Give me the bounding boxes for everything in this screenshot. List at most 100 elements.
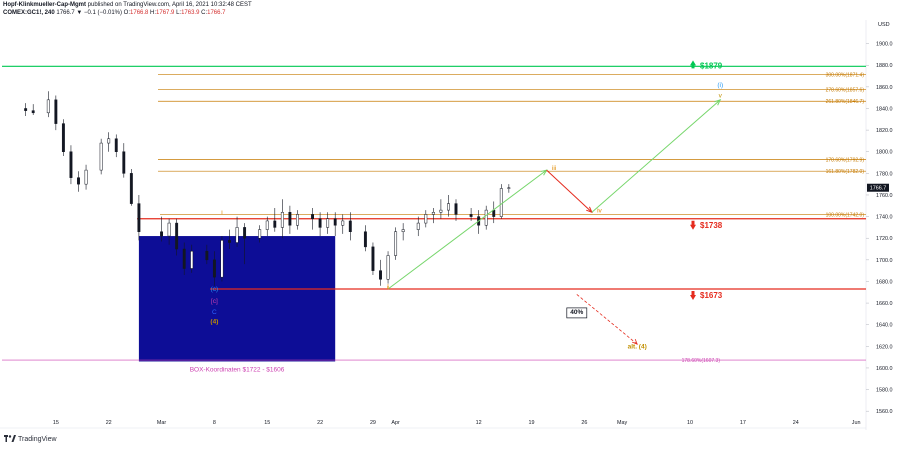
wave-label: v xyxy=(719,93,723,100)
y-tick-label: 1740.0 xyxy=(876,215,893,221)
candle-body xyxy=(280,212,284,228)
y-tick-label: 1700.0 xyxy=(876,258,893,264)
wave-label: ii xyxy=(387,284,390,291)
candle-body xyxy=(424,214,428,224)
x-tick-label: 19 xyxy=(529,420,535,426)
candle-body xyxy=(69,151,73,178)
x-tick-label: Mar xyxy=(157,420,166,426)
footer-brand[interactable]: TradingView xyxy=(4,435,57,444)
candle-body xyxy=(416,222,420,230)
candle-body xyxy=(311,214,315,220)
candle-body xyxy=(31,110,35,114)
wave-label: (c) xyxy=(211,286,219,293)
candle-body xyxy=(84,169,88,185)
up-arrow-icon xyxy=(690,60,696,69)
tradingview-logo-icon xyxy=(4,435,16,444)
y-tick-label: 1600.0 xyxy=(876,366,893,372)
x-tick-label: May xyxy=(617,420,627,426)
wave-arrow-head xyxy=(714,98,722,106)
candle-body xyxy=(54,99,58,124)
close-label: C: xyxy=(199,10,208,16)
x-tick-label: 10 xyxy=(687,420,693,426)
y-tick-label: 1800.0 xyxy=(876,150,893,156)
candle-body xyxy=(190,250,194,269)
y-tick-label: 1680.0 xyxy=(876,279,893,285)
wave-projection-line xyxy=(591,99,721,213)
alt-arrow-head xyxy=(632,339,638,345)
footer-brand-label: TradingView xyxy=(18,436,57,443)
candle-body xyxy=(167,222,171,237)
fib-label-magenta: 178.60%(1607.3) xyxy=(682,358,721,364)
wave-label: [c] xyxy=(211,298,218,305)
fib-label: 178.60%(1792.9) xyxy=(826,157,865,163)
fib-label: 300.00%(1871.4) xyxy=(826,73,865,79)
candle-body xyxy=(235,227,239,243)
fib-label: 161.80%(1782.0) xyxy=(826,169,865,175)
candle-body xyxy=(107,138,111,144)
candle-body xyxy=(363,231,367,248)
alt-projection-line xyxy=(576,294,638,345)
wave-label: iv xyxy=(597,207,602,214)
candle-body xyxy=(439,209,443,213)
fib-label: 261.80%(1846.7) xyxy=(826,99,865,105)
candle-body xyxy=(220,240,224,278)
candle-body xyxy=(160,231,164,237)
close-value: 1766.7 xyxy=(207,10,226,16)
candle-body xyxy=(265,220,269,230)
wave-projection-line xyxy=(387,169,547,290)
candle-body xyxy=(46,99,50,114)
box-zone xyxy=(138,236,336,362)
low-value: 1763.9 xyxy=(181,10,200,16)
y-tick-label: 1760.0 xyxy=(876,193,893,199)
wave-arrow-head xyxy=(540,169,548,176)
x-tick-label: 22 xyxy=(317,420,323,426)
x-tick-label: 15 xyxy=(53,420,59,426)
candle-body xyxy=(122,151,126,174)
candle-body xyxy=(318,218,322,228)
candle-body xyxy=(348,220,352,232)
y-tick-label: 1660.0 xyxy=(876,301,893,307)
candle-body xyxy=(401,229,405,232)
y-tick-label: 1620.0 xyxy=(876,344,893,350)
level-label-1673: $1673 xyxy=(700,291,723,300)
y-tick-label: 1880.0 xyxy=(876,63,893,69)
candle-body xyxy=(77,177,80,185)
candle-body xyxy=(454,203,458,215)
wave-label: i xyxy=(221,209,222,216)
candle-body xyxy=(99,142,103,171)
candle-body xyxy=(129,173,133,204)
x-tick-label: Apr xyxy=(391,420,400,426)
down-arrow-icon xyxy=(690,291,696,301)
y-tick-label: 1560.0 xyxy=(876,409,893,415)
candle-body xyxy=(212,259,216,278)
wave-label: (i) xyxy=(717,82,723,89)
currency-unit: USD xyxy=(878,22,890,28)
x-tick-label: 12 xyxy=(476,420,482,426)
candle-body xyxy=(507,187,511,189)
x-tick-label: Jun xyxy=(852,420,861,426)
candle-body xyxy=(371,246,375,271)
y-tick-label: 1720.0 xyxy=(876,236,893,242)
x-tick-label: 15 xyxy=(264,420,270,426)
candle-body xyxy=(492,209,496,217)
candle-body xyxy=(182,248,186,269)
symbol-label: COMEX:GC1!, 240 xyxy=(3,10,55,16)
publish-info: published on TradingView.com, April 16, … xyxy=(87,2,252,8)
candle-body xyxy=(499,188,503,217)
candle-body xyxy=(296,214,299,226)
candle-body xyxy=(24,108,28,111)
high-label: H: xyxy=(148,10,157,16)
x-tick-label: 8 xyxy=(213,420,216,426)
y-tick-label: 1860.0 xyxy=(876,85,893,91)
wave-label: iii xyxy=(552,165,556,172)
candle-body xyxy=(258,229,262,239)
level-label-1879: $1879 xyxy=(700,61,723,70)
y-tick-label: 1820.0 xyxy=(876,128,893,134)
probability-badge xyxy=(566,307,588,319)
candle-body xyxy=(205,250,209,261)
candle-body xyxy=(61,123,65,152)
level-label-1738: $1738 xyxy=(700,221,723,230)
candle-body xyxy=(333,218,337,226)
